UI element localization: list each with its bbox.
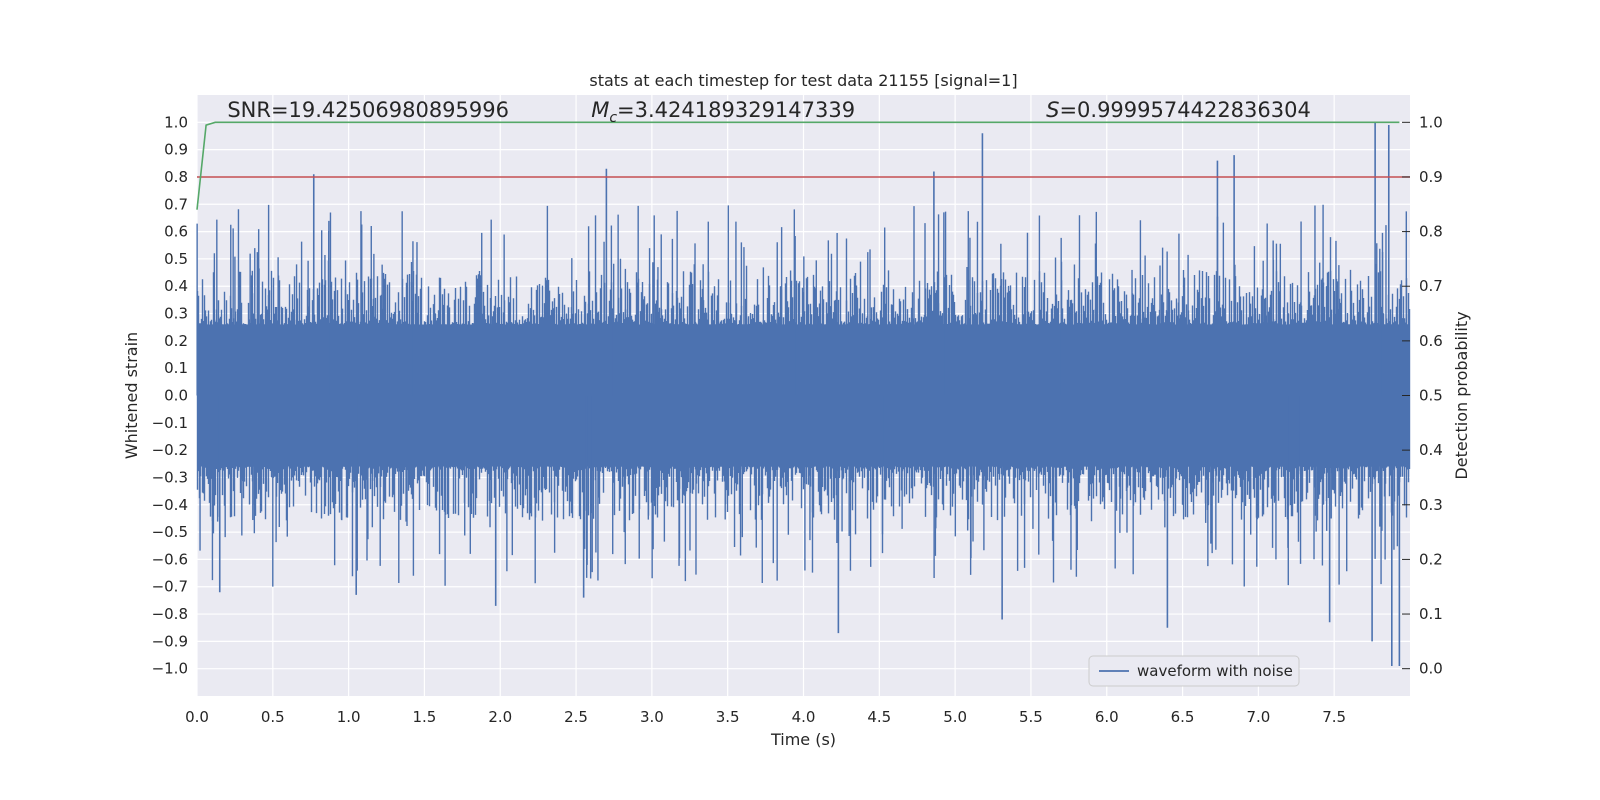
y-tick-label: −0.3 [152, 468, 188, 486]
x-tick-label: 1.0 [337, 708, 361, 726]
y2-tick-label: 1.0 [1419, 113, 1443, 131]
y-tick-label: −0.4 [152, 496, 188, 514]
x-tick-label: 7.0 [1246, 708, 1270, 726]
score-annotation: S=0.9999574422836304 [1046, 98, 1311, 122]
x-tick-label: 0.5 [261, 708, 285, 726]
x-tick-label: 6.5 [1171, 708, 1195, 726]
y2-tick-label: 0.1 [1419, 605, 1443, 623]
x-tick-label: 4.5 [867, 708, 891, 726]
y-tick-label: 0.1 [164, 359, 188, 377]
y2-tick-label: 0.0 [1419, 660, 1443, 678]
x-tick-label: 0.0 [185, 708, 209, 726]
y-tick-label: −0.1 [152, 414, 188, 432]
y-tick-label: 0.4 [164, 277, 188, 295]
y-tick-label: 1.0 [164, 113, 188, 131]
y-tick-label: −0.7 [152, 578, 188, 596]
y-tick-label: 0.6 [164, 223, 188, 241]
x-tick-label: 7.5 [1322, 708, 1346, 726]
y2-tick-label: 0.4 [1419, 441, 1443, 459]
y-tick-label: −0.9 [152, 632, 188, 650]
x-tick-label: 1.5 [413, 708, 437, 726]
y-tick-label: −0.2 [152, 441, 188, 459]
y2-axis-label: Detection probability [1452, 311, 1471, 479]
y-tick-labels: −1.0 −0.9 −0.8 −0.7 −0.6 −0.5 −0.4 −0.3 −0.2 −0.1… [152, 113, 188, 677]
y2-tick-label: 0.3 [1419, 496, 1443, 514]
y2-tick-labels: 0.0 0.1 0.2 0.3 0.4 0.5 0.6 0.7 0.8 0.9 1.0 [1402, 113, 1443, 678]
x-tick-label: 3.5 [716, 708, 740, 726]
y-tick-label: 0.3 [164, 305, 188, 323]
legend-box [1088, 655, 1300, 687]
y-tick-label: 0.8 [164, 168, 188, 186]
y-tick-label: −0.8 [152, 605, 188, 623]
y2-tick-label: 0.8 [1419, 223, 1443, 241]
chirp-mass-annotation: Mc=3.424189329147339 [591, 98, 855, 126]
y2-tick-label: 0.2 [1419, 550, 1443, 568]
y-tick-label: 0.0 [164, 387, 188, 405]
score-value: =0.9999574422836304 [1059, 98, 1310, 122]
x-axis-label: Time (s) [770, 730, 836, 749]
x-tick-label: 4.0 [792, 708, 816, 726]
detection-probability-line [196, 121, 1400, 210]
x-tick-label: 3.0 [640, 708, 664, 726]
x-tick-label: 5.5 [1019, 708, 1043, 726]
y-tick-label: −1.0 [152, 660, 188, 678]
snr-annotation: SNR=19.42506980895996 [227, 98, 509, 122]
y2-tick-label: 0.5 [1419, 387, 1443, 405]
y2-tick-label: 0.6 [1419, 332, 1443, 350]
y-tick-label: 0.9 [164, 141, 188, 159]
chirp-mass-subscript: c [609, 110, 617, 126]
x-tick-labels: 0.0 0.5 1.0 1.5 2.0 2.5 3.0 3.5 4.0 4.5 5.0 5.5 6.0 6… [185, 708, 1346, 726]
chirp-mass-symbol: M [591, 98, 609, 122]
x-tick-label: 6.0 [1095, 708, 1119, 726]
y-tick-label: −0.6 [152, 550, 188, 568]
x-tick-label: 2.5 [564, 708, 588, 726]
y2-tick-label: 0.7 [1419, 277, 1443, 295]
x-tick-label: 2.0 [488, 708, 512, 726]
legend-label: waveform with noise [1137, 662, 1293, 680]
y-tick-label: −0.5 [152, 523, 188, 541]
score-symbol: S [1046, 98, 1059, 122]
legend: waveform with noise [1088, 655, 1300, 687]
y-tick-label: 0.2 [164, 332, 188, 350]
y2-tick-label: 0.9 [1419, 168, 1443, 186]
y-tick-label: 0.7 [164, 195, 188, 213]
y-tick-label: 0.5 [164, 250, 188, 268]
waveform-series [196, 122, 1411, 666]
y-axis-label: Whitened strain [122, 332, 141, 459]
x-tick-label: 5.0 [943, 708, 967, 726]
chart-title: stats at each timestep for test data 211… [589, 71, 1017, 90]
chirp-mass-value: =3.424189329147339 [617, 98, 855, 122]
